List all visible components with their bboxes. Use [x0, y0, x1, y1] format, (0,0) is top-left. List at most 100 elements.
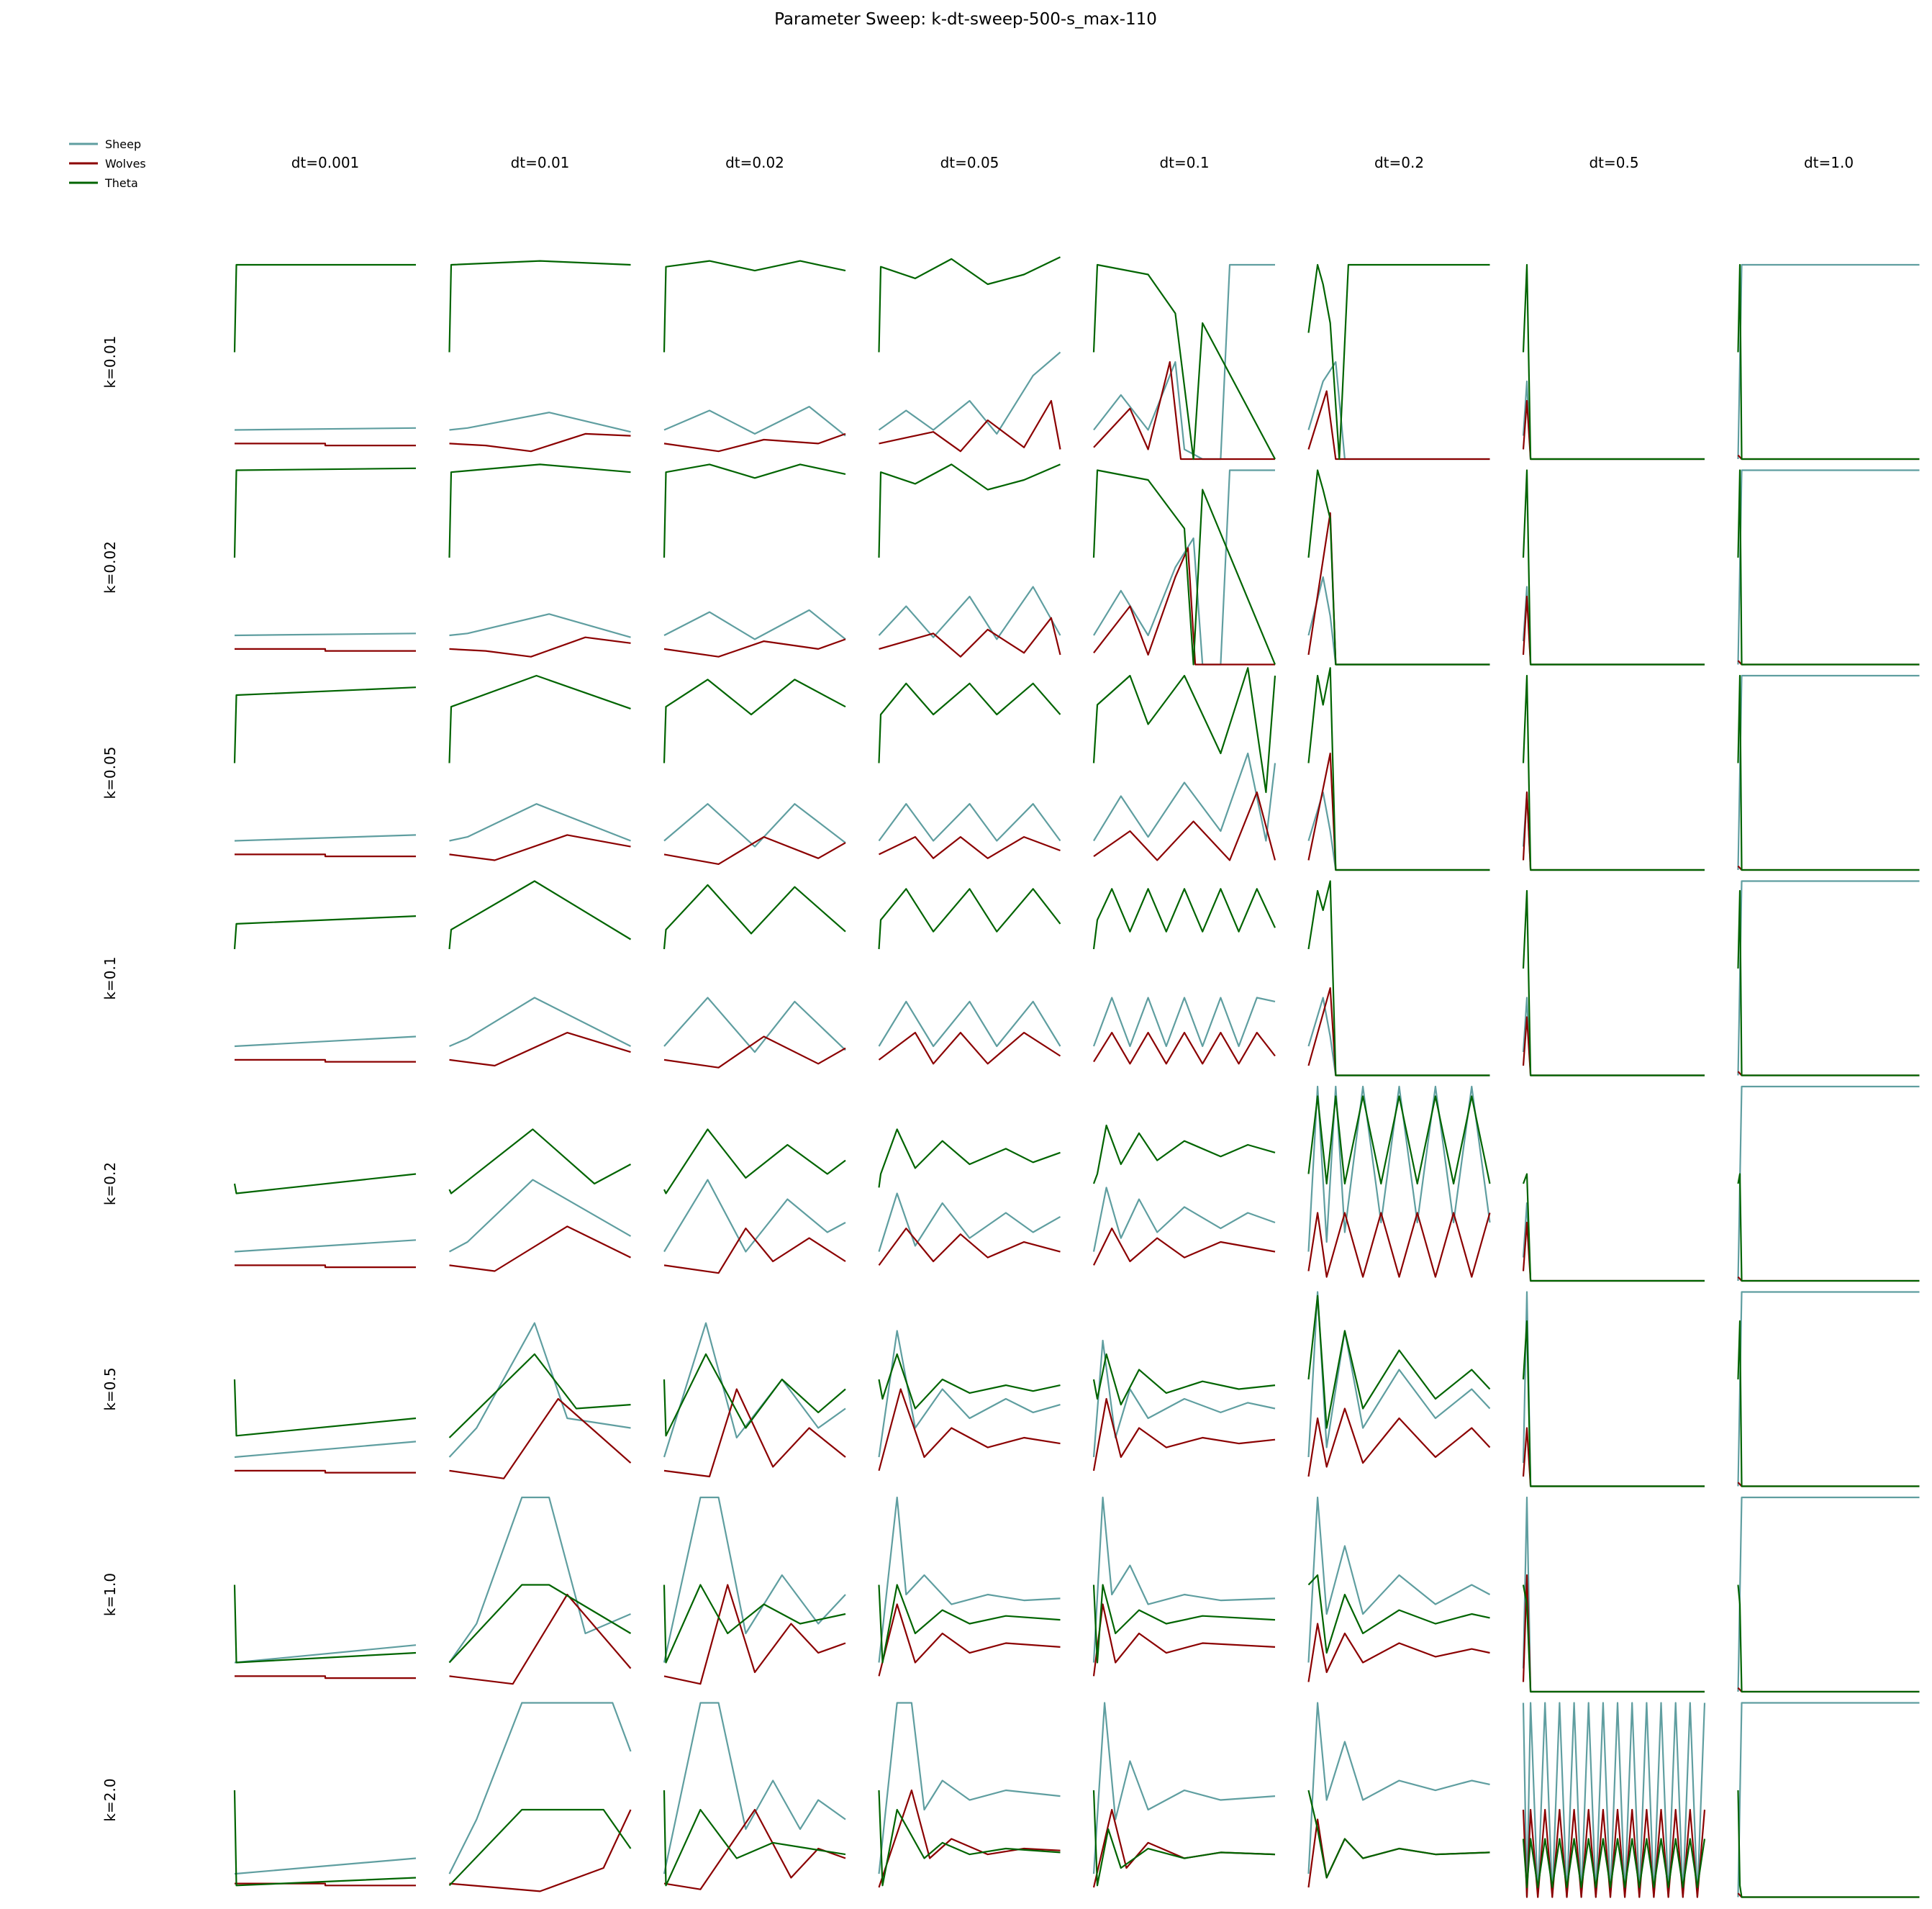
series-line-sheep	[449, 412, 631, 433]
panel	[663, 1702, 846, 1890]
series-line-theta	[1307, 1574, 1490, 1654]
panel	[1522, 1702, 1706, 1898]
series-line-wolves	[878, 1388, 1061, 1472]
series-line-theta	[663, 679, 846, 763]
series-line-wolves	[1093, 791, 1276, 861]
series-line-sheep	[234, 1644, 417, 1664]
row-label: k=2.0	[101, 1778, 119, 1821]
series-line-sheep	[1307, 1702, 1490, 1874]
series-line-wolves	[1522, 1574, 1705, 1693]
panel	[878, 888, 1061, 1065]
series-line-theta	[448, 1353, 631, 1438]
series-line-sheep	[1307, 1291, 1491, 1458]
row-label: k=1.0	[101, 1573, 119, 1616]
series-line-sheep	[1092, 997, 1276, 1048]
series-line-sheep	[1092, 1702, 1276, 1874]
series-line-theta	[233, 263, 416, 353]
series-line-theta	[1092, 1353, 1276, 1406]
series-line-wolves	[1522, 399, 1705, 461]
legend: Sheep Wolves Theta	[69, 137, 146, 190]
panel	[1522, 1291, 1705, 1487]
series-line-theta	[663, 884, 846, 950]
panel	[1522, 263, 1705, 461]
series-line-wolves	[1093, 1228, 1276, 1266]
series-line-wolves	[663, 432, 846, 453]
panel	[663, 463, 846, 658]
panel	[1737, 674, 1920, 871]
series-line-theta	[1737, 263, 1920, 461]
series-line-sheep	[663, 1496, 846, 1663]
series-line-wolves	[1307, 512, 1490, 666]
series-line-wolves	[1522, 1808, 1706, 1898]
series-line-wolves	[663, 836, 846, 865]
series-line-wolves	[1093, 547, 1275, 666]
series-line-theta	[1737, 1584, 1920, 1693]
series-line-theta	[1737, 1173, 1920, 1282]
series-line-sheep	[234, 1441, 417, 1459]
series-line-wolves	[1092, 1603, 1276, 1677]
series-line-sheep	[1737, 263, 1920, 460]
series-line-theta	[663, 1584, 846, 1664]
series-line-theta	[663, 1128, 846, 1194]
series-line-wolves	[663, 1228, 846, 1274]
panel	[448, 1496, 632, 1685]
panel	[1092, 667, 1276, 861]
series-line-wolves	[235, 1264, 416, 1269]
panel	[878, 1330, 1061, 1472]
series-line-wolves	[449, 1397, 632, 1479]
panel-grid	[233, 256, 1920, 1898]
panel	[1307, 667, 1490, 871]
series-line-theta	[1092, 888, 1276, 950]
series-line-wolves	[879, 399, 1061, 453]
series-line-wolves	[235, 853, 416, 858]
panel	[1307, 1085, 1491, 1278]
series-line-sheep	[234, 632, 417, 637]
series-line-sheep	[234, 427, 417, 431]
row-label: k=0.01	[101, 336, 119, 389]
row-labels: k=0.01 k=0.02 k=0.05 k=0.1 k=0.2 k=0.5 k=1.0 k=…	[101, 336, 119, 1822]
panel	[878, 1702, 1061, 1888]
panel	[1522, 469, 1705, 666]
series-line-wolves	[663, 1584, 846, 1685]
series-line-wolves	[449, 432, 631, 453]
panel	[663, 884, 846, 1069]
series-line-sheep	[1522, 380, 1705, 461]
series-line-sheep	[878, 351, 1061, 435]
panel	[1737, 1496, 1920, 1693]
series-line-sheep	[1092, 1339, 1276, 1458]
series-line-sheep	[449, 997, 631, 1048]
series-line-wolves	[878, 1603, 1061, 1677]
series-line-theta	[1737, 1320, 1920, 1487]
series-line-sheep	[1522, 1291, 1705, 1487]
series-line-sheep	[449, 803, 631, 842]
series-line-theta	[878, 888, 1061, 950]
panel	[233, 1379, 417, 1474]
legend-label-theta: Theta	[104, 176, 138, 190]
series-line-wolves	[1092, 1808, 1276, 1888]
panel	[878, 256, 1061, 453]
panel	[878, 1128, 1061, 1266]
series-line-sheep	[878, 1192, 1061, 1252]
series-line-wolves	[1307, 390, 1490, 461]
series-line-theta	[233, 1173, 417, 1194]
series-line-theta	[1522, 263, 1705, 461]
panel	[1522, 1496, 1705, 1693]
row-label: k=0.05	[101, 747, 119, 799]
panel	[663, 260, 846, 453]
series-line-theta	[1092, 667, 1276, 794]
series-line-theta	[1737, 674, 1920, 871]
series-line-wolves	[449, 834, 631, 861]
series-line-theta	[448, 1808, 632, 1887]
series-line-theta	[233, 467, 417, 558]
series-line-wolves	[1307, 1212, 1491, 1278]
panel	[1307, 469, 1490, 666]
series-line-theta	[233, 1584, 417, 1664]
column-label: dt=0.5	[1589, 154, 1638, 171]
panel	[663, 1128, 846, 1274]
panel	[1092, 888, 1276, 1065]
panel	[1737, 1291, 1920, 1487]
series-line-theta	[1307, 1294, 1491, 1429]
series-line-theta	[1307, 667, 1490, 871]
panel	[1522, 1173, 1705, 1282]
